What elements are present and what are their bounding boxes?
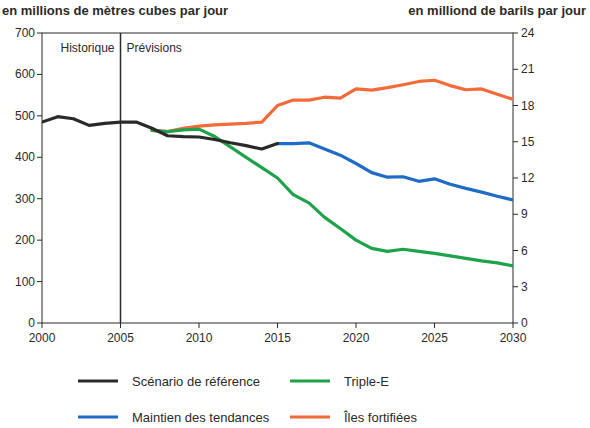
y-tick xyxy=(37,157,42,158)
y-tick xyxy=(37,115,42,116)
legend-label: Maintien des tendances xyxy=(132,410,270,425)
y-tick-label: 600 xyxy=(15,67,35,81)
y2-tick xyxy=(513,105,518,106)
y-tick-label: 300 xyxy=(15,192,35,206)
y2-tick-label: 6 xyxy=(521,244,528,258)
y2-tick xyxy=(513,250,518,251)
x-tick-label: 2000 xyxy=(29,331,56,345)
x-tick-label: 2020 xyxy=(343,331,370,345)
y-tick xyxy=(37,33,42,34)
y2-tick-label: 15 xyxy=(521,135,535,149)
y-tick xyxy=(37,198,42,199)
x-tick xyxy=(277,323,278,328)
chart: en millions de mètres cubes par jour en m… xyxy=(0,0,590,428)
series-line xyxy=(42,117,278,149)
x-tick-label: 2025 xyxy=(421,331,448,345)
y-tick-label: 400 xyxy=(15,150,35,164)
x-tick-label: 2010 xyxy=(186,331,213,345)
y-tick-label: 100 xyxy=(15,275,35,289)
y-tick-label: 0 xyxy=(28,316,35,330)
legend: Scénario de référence Triple-E Maintien de… xyxy=(78,374,417,425)
y2-tick-label: 24 xyxy=(521,26,535,40)
annotation: Historique xyxy=(60,41,114,55)
legend-label: Scénario de référence xyxy=(132,374,260,389)
y-tick-label: 200 xyxy=(15,233,35,247)
y2-tick xyxy=(513,286,518,287)
series-line xyxy=(152,129,513,266)
x-tick xyxy=(199,323,200,328)
x-tick xyxy=(434,323,435,328)
y-axis-title: en millions de mètres cubes par jour xyxy=(2,3,228,18)
y-tick-label: 700 xyxy=(15,26,35,40)
y2-tick xyxy=(513,33,518,34)
legend-label: Îles fortifiées xyxy=(343,410,417,425)
y2-tick xyxy=(513,323,518,324)
x-tick xyxy=(356,323,357,328)
y2-tick xyxy=(513,178,518,179)
plot-frame xyxy=(42,33,513,323)
series-group xyxy=(42,80,513,266)
legend-swatch xyxy=(78,379,118,382)
x-tick xyxy=(513,323,514,328)
y2-tick-label: 9 xyxy=(521,207,528,221)
y2-tick-label: 12 xyxy=(521,171,535,185)
x-tick xyxy=(120,323,121,328)
legend-swatch xyxy=(78,415,118,418)
y-tick xyxy=(37,74,42,75)
y-tick xyxy=(37,323,42,324)
y2-tick xyxy=(513,214,518,215)
legend-label: Triple-E xyxy=(344,374,389,389)
y2-tick-label: 18 xyxy=(521,99,535,113)
x-tick-label: 2030 xyxy=(500,331,527,345)
series-line xyxy=(152,80,513,131)
y-tick-label: 500 xyxy=(15,109,35,123)
forecast-divider xyxy=(120,33,122,323)
y-tick xyxy=(37,240,42,241)
legend-swatch xyxy=(290,415,330,418)
y2-tick-label: 21 xyxy=(521,62,535,76)
series-line xyxy=(278,143,514,200)
x-tick xyxy=(42,323,43,328)
y2-tick xyxy=(513,69,518,70)
y2-tick-label: 3 xyxy=(521,280,528,294)
y2-tick xyxy=(513,141,518,142)
annotation: Prévisions xyxy=(127,41,182,55)
legend-swatch xyxy=(290,379,330,382)
x-tick-label: 2015 xyxy=(264,331,291,345)
y2-tick-label: 0 xyxy=(521,316,528,330)
y-tick xyxy=(37,281,42,282)
y2-axis-title: en milliond de barils par jour xyxy=(408,3,586,18)
x-tick-label: 2005 xyxy=(107,331,134,345)
